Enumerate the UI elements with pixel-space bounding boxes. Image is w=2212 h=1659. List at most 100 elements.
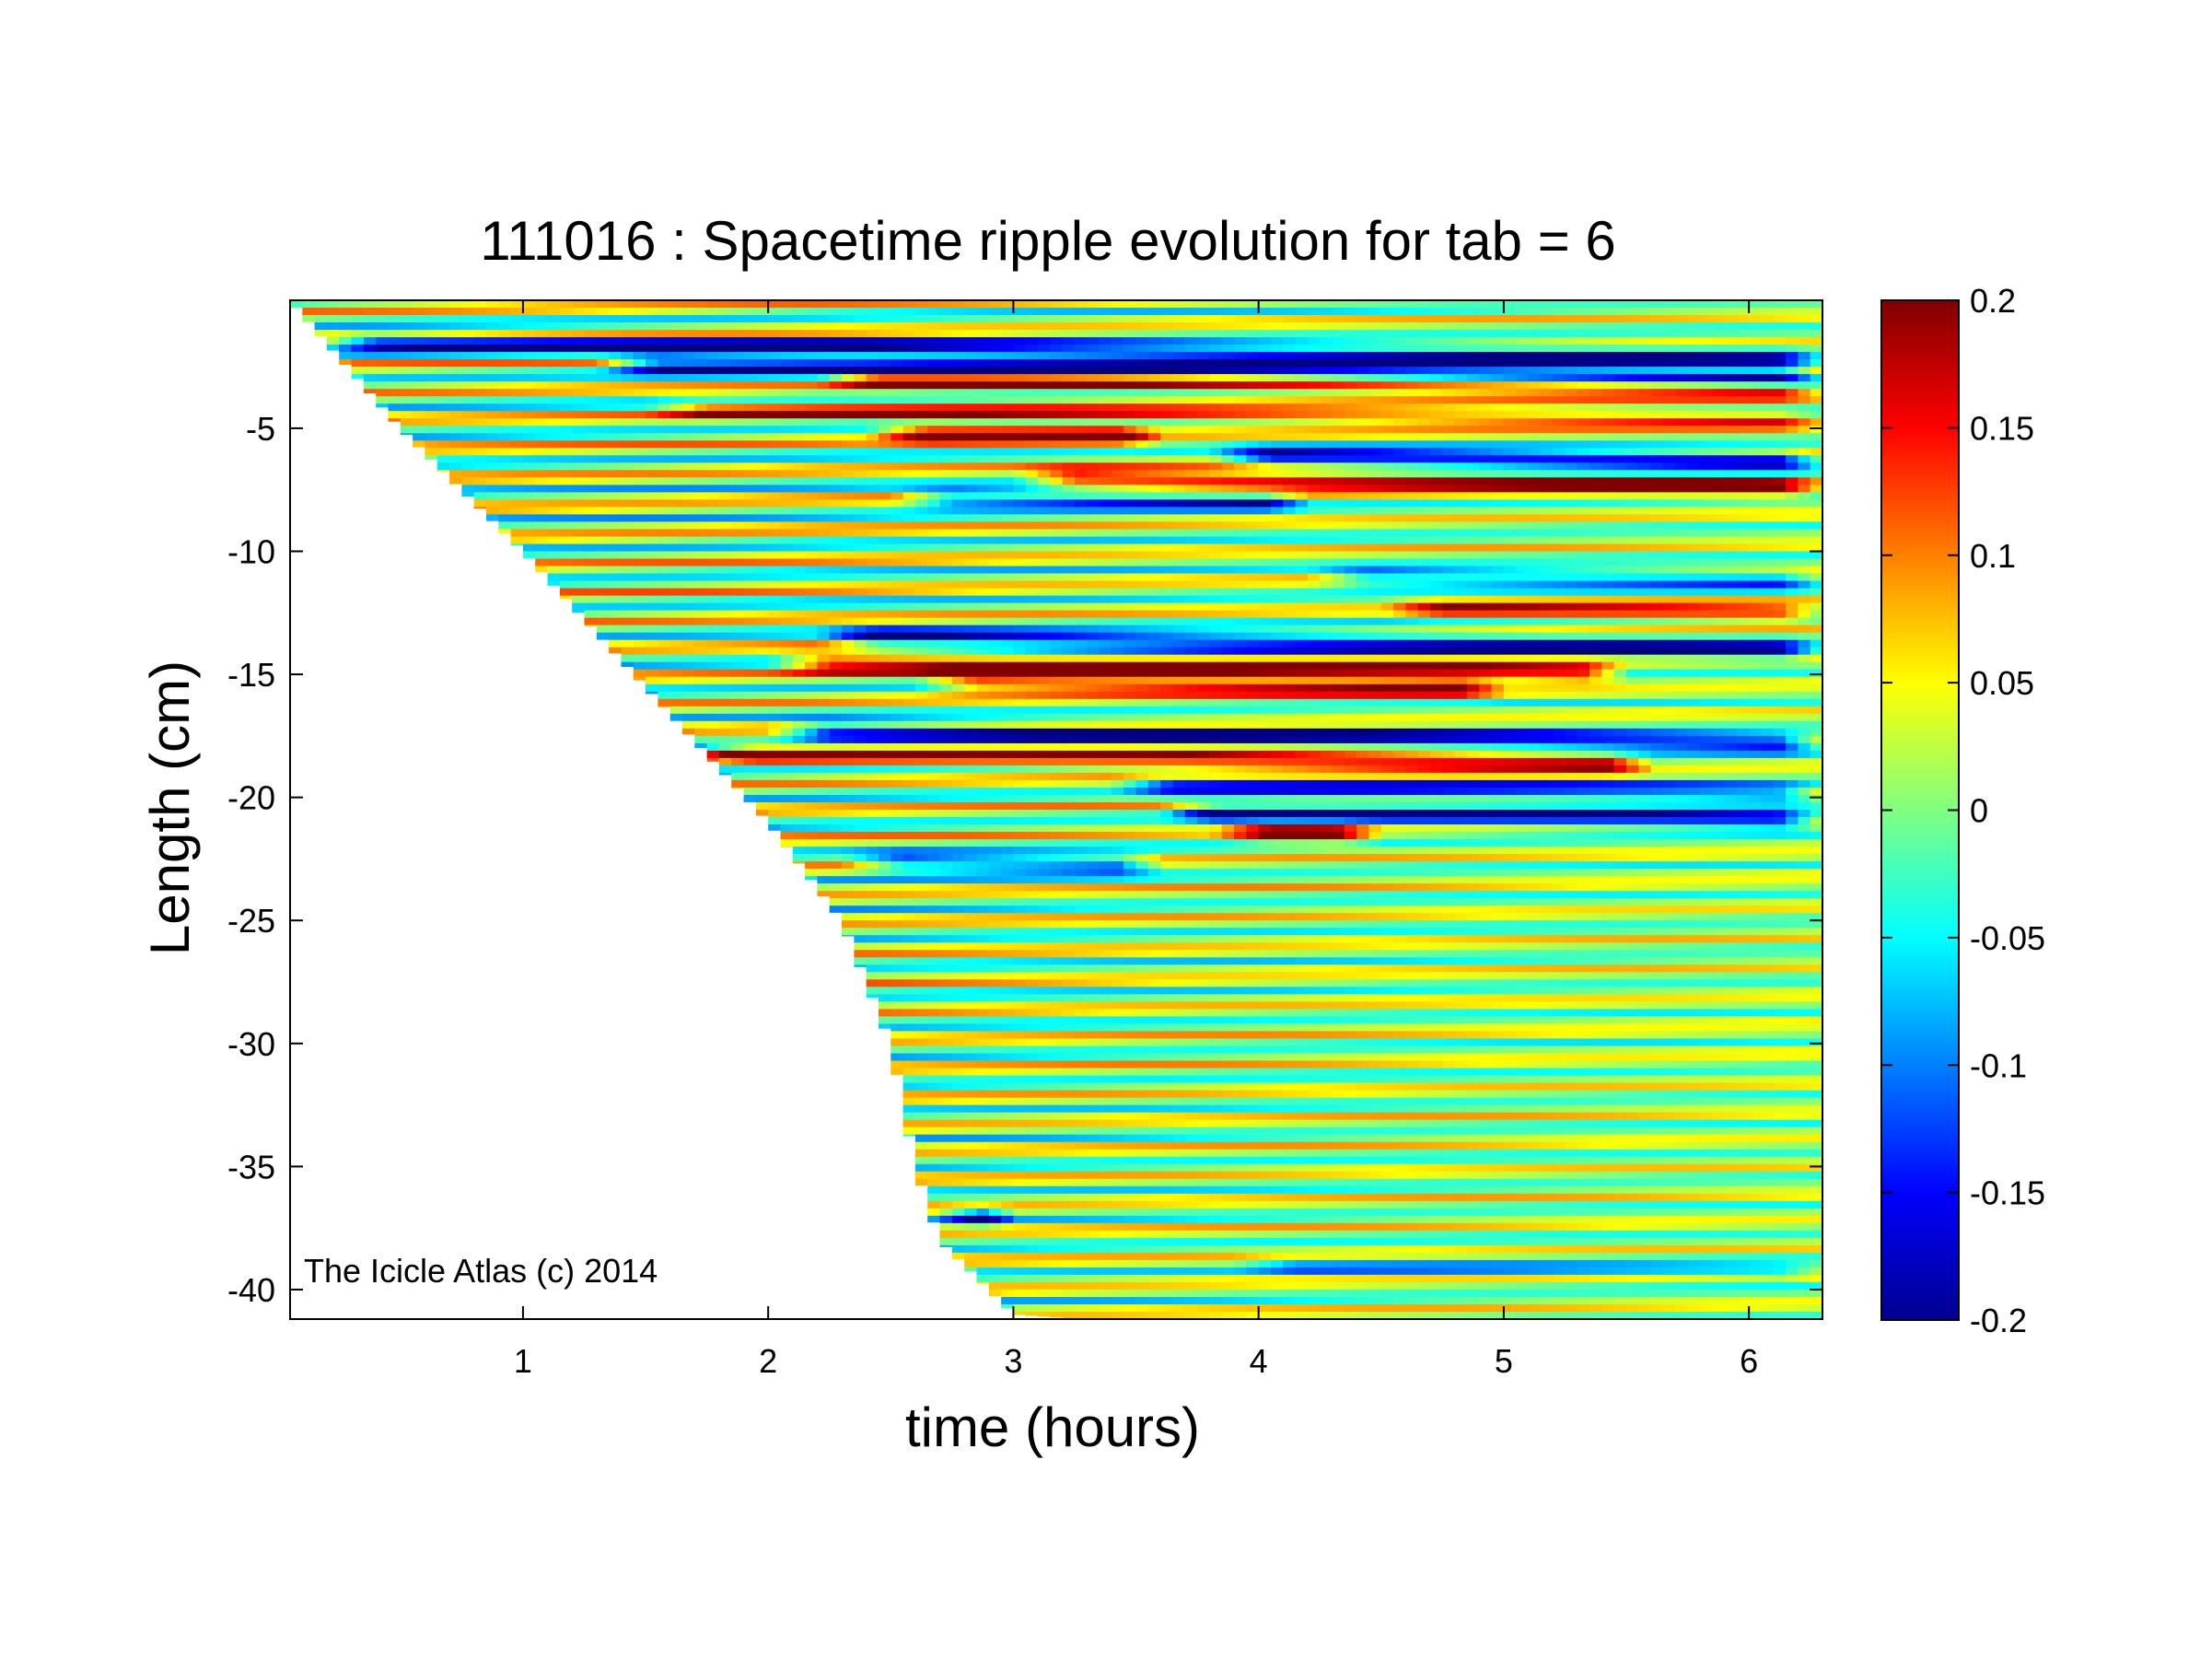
heatmap-cell: [743, 352, 757, 360]
heatmap-cell: [1001, 1060, 1014, 1069]
heatmap-cell: [914, 654, 928, 663]
heatmap-cell: [964, 543, 978, 553]
heatmap-cell: [1111, 772, 1124, 781]
heatmap-cell: [572, 529, 586, 537]
heatmap-cell: [535, 396, 549, 404]
heatmap-cell: [1038, 1267, 1051, 1276]
heatmap-cell: [1013, 514, 1027, 522]
heatmap-cell: [768, 551, 782, 560]
heatmap-cell: [927, 300, 941, 309]
heatmap-cell: [914, 713, 928, 722]
heatmap-cell: [1025, 411, 1039, 419]
heatmap-cell: [1123, 617, 1137, 626]
heatmap-cell: [1123, 1267, 1137, 1276]
heatmap-cell: [1075, 994, 1088, 1002]
heatmap-cell: [842, 337, 855, 345]
heatmap-cell: [609, 396, 622, 404]
heatmap-cell: [914, 869, 928, 877]
heatmap-cell: [1075, 1259, 1088, 1268]
heatmap-cell: [706, 403, 720, 412]
heatmap-cell: [939, 1156, 953, 1165]
heatmap-cell: [669, 389, 683, 397]
heatmap-cell: [1050, 647, 1064, 656]
heatmap-cell: [988, 779, 1002, 789]
heatmap-cell: [976, 403, 990, 412]
heatmap-cell: [743, 602, 757, 612]
heatmap-cell: [829, 610, 843, 619]
heatmap-cell: [1135, 1068, 1149, 1077]
heatmap-cell: [596, 566, 610, 575]
heatmap-cell: [842, 543, 855, 553]
heatmap-cell: [755, 322, 769, 331]
heatmap-cell: [964, 735, 978, 744]
heatmap-cell: [842, 448, 855, 456]
heatmap-cell: [510, 300, 524, 309]
heatmap-cell: [621, 647, 634, 656]
heatmap-cell: [1013, 1208, 1027, 1217]
heatmap-cell: [914, 979, 928, 987]
heatmap-cell: [1050, 1097, 1064, 1106]
heatmap-cell: [461, 418, 475, 426]
heatmap-cell: [854, 602, 867, 612]
heatmap-cell: [584, 308, 598, 316]
heatmap-cell: [927, 832, 941, 840]
heatmap-cell: [914, 1016, 928, 1024]
heatmap-cell: [964, 602, 978, 612]
heatmap-cell: [609, 440, 622, 449]
heatmap-cell: [976, 1200, 990, 1209]
heatmap-cell: [669, 610, 683, 619]
heatmap-cell: [964, 854, 978, 862]
heatmap-cell: [902, 1075, 916, 1084]
heatmap-cell: [682, 418, 695, 426]
heatmap-cell: [866, 492, 879, 500]
heatmap-cell: [1075, 1053, 1088, 1062]
heatmap-cell: [1087, 507, 1100, 515]
heatmap-cell: [902, 455, 916, 463]
heatmap-cell: [829, 485, 843, 493]
heatmap-cell: [1050, 1252, 1064, 1261]
heatmap-cell: [1062, 691, 1076, 700]
heatmap-cell: [1013, 795, 1027, 803]
heatmap-cell: [1001, 913, 1014, 921]
heatmap-cell: [522, 551, 536, 559]
heatmap-cell: [718, 381, 732, 390]
heatmap-cell: [473, 396, 487, 404]
heatmap-cell: [964, 972, 978, 980]
heatmap-cell: [1050, 1281, 1064, 1291]
heatmap-cell: [1013, 742, 1027, 752]
heatmap-cell: [1038, 1046, 1051, 1055]
heatmap-cell: [976, 507, 990, 515]
heatmap-cell: [1038, 994, 1051, 1002]
heatmap-cell: [755, 750, 769, 759]
heatmap-cell: [976, 588, 990, 597]
heatmap-cell: [988, 477, 1002, 485]
heatmap-cell: [805, 411, 818, 419]
heatmap-cell: [388, 374, 402, 382]
heatmap-cell: [866, 485, 879, 493]
heatmap-cell: [1001, 957, 1014, 965]
heatmap-cell: [829, 359, 843, 368]
heatmap-cell: [805, 345, 818, 353]
heatmap-cell: [976, 367, 990, 375]
heatmap-cell: [486, 322, 499, 331]
heatmap-cell: [817, 588, 831, 597]
heatmap-cell: [694, 713, 708, 722]
heatmap-cell: [1038, 1031, 1051, 1039]
heatmap-cell: [842, 322, 855, 331]
heatmap-cell: [682, 345, 695, 353]
heatmap-cell: [1135, 595, 1149, 604]
heatmap-cell: [976, 691, 990, 700]
heatmap-cell: [988, 418, 1002, 426]
heatmap-cell: [829, 832, 843, 840]
heatmap-cell: [792, 817, 806, 825]
heatmap-cell: [1087, 1031, 1100, 1039]
heatmap-cell: [1123, 359, 1137, 368]
heatmap-cell: [1087, 891, 1100, 899]
heatmap-cell: [498, 470, 512, 478]
heatmap-cell: [1038, 485, 1051, 493]
heatmap-cell: [388, 389, 402, 397]
heatmap-cell: [879, 411, 891, 419]
heatmap-cell: [879, 898, 891, 906]
heatmap-cell: [1087, 440, 1100, 449]
heatmap-cell: [706, 507, 720, 515]
